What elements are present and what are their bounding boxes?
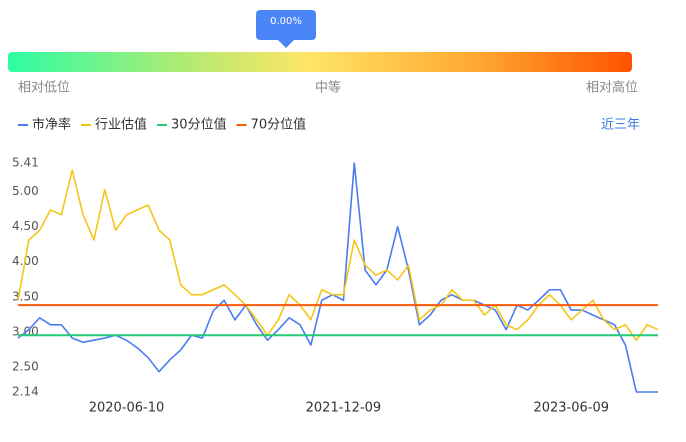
x-tick-label: 2021-12-09 xyxy=(306,401,382,416)
legend-label: 30分位值 xyxy=(171,117,227,133)
y-tick-label: 2.50 xyxy=(12,359,39,373)
series-line xyxy=(17,162,658,393)
x-tick-label: 2023-06-09 xyxy=(533,401,609,416)
y-tick-label: 3.50 xyxy=(12,289,39,303)
y-tick-label: 4.50 xyxy=(12,219,39,233)
range-button[interactable]: 近三年 xyxy=(601,118,640,133)
gauge-indicator xyxy=(256,10,316,40)
y-tick-label: 5.00 xyxy=(12,184,39,198)
indicator-label: 0.00% xyxy=(270,16,302,27)
y-tick-label: 5.41 xyxy=(12,156,39,170)
legend-label: 市净率 xyxy=(32,117,71,133)
legend-label: 行业估值 xyxy=(95,117,147,133)
gauge-bar xyxy=(8,52,632,72)
legend-label: 70分位值 xyxy=(251,117,307,133)
gauge-pointer xyxy=(278,40,294,48)
gauge-high: 相对高位 xyxy=(586,80,638,96)
gauge-mid: 中等 xyxy=(315,80,341,96)
x-tick-label: 2020-06-10 xyxy=(89,401,165,416)
gauge-low: 相对低位 xyxy=(18,81,70,96)
series-line xyxy=(17,169,659,341)
y-tick-label: 2.14 xyxy=(12,385,39,399)
